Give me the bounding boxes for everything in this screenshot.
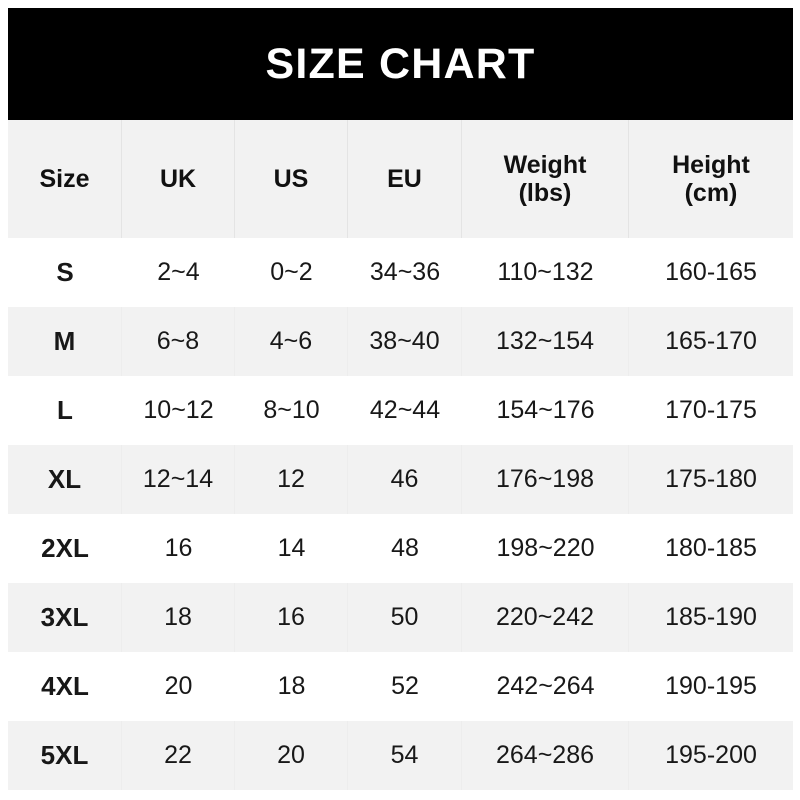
column-header-uk-label: UK: [159, 164, 197, 193]
column-header-height: Height (cm): [629, 120, 793, 238]
cell-us: 0~2: [270, 258, 313, 287]
table-row: L 10~12 8~10 42~44 154~176 170-175: [8, 376, 793, 445]
cell-eu: 34~36: [369, 258, 441, 287]
title-banner: SIZE CHART: [8, 8, 793, 120]
cell-height: 185-190: [665, 603, 757, 632]
column-header-weight-label: Weight: [503, 150, 587, 179]
cell-height: 195-200: [665, 741, 757, 770]
table-header-row: Size UK US EU Weight (lbs) Height (cm): [8, 120, 793, 238]
cell-us: 18: [277, 672, 306, 701]
cell-weight: 110~132: [497, 258, 594, 287]
cell-weight: 198~220: [496, 534, 595, 563]
cell-us: 16: [235, 583, 348, 652]
cell-us: 14: [277, 534, 306, 563]
table-row: 4XL 20 18 52 242~264 190-195: [8, 652, 793, 721]
cell-size: XL: [8, 445, 122, 514]
cell-eu: 54: [348, 721, 462, 790]
cell-eu: 38~40: [348, 307, 462, 376]
cell-weight: 264~286: [462, 721, 629, 790]
cell-height: 175-180: [665, 465, 757, 494]
table-row: M 6~8 4~6 38~40 132~154 165-170: [8, 307, 793, 376]
cell-size: 4XL: [41, 670, 89, 701]
cell-uk: 10~12: [143, 396, 214, 425]
cell-eu: 50: [348, 583, 462, 652]
cell-height: 170-175: [665, 396, 757, 425]
cell-size: 2XL: [41, 532, 89, 563]
cell-us: 20: [235, 721, 348, 790]
cell-height: 180-185: [665, 534, 757, 563]
column-header-weight: Weight (lbs): [462, 120, 629, 238]
cell-weight: 154~176: [496, 396, 595, 425]
size-chart-table: Size UK US EU Weight (lbs) Height (cm) S…: [8, 120, 793, 790]
cell-eu: 46: [348, 445, 462, 514]
cell-height: 165-170: [665, 327, 757, 356]
cell-uk: 12~14: [122, 445, 235, 514]
cell-eu: 52: [391, 672, 419, 701]
table-row: XL 12~14 12 46 176~198 175-180: [8, 445, 793, 514]
cell-weight: 242~264: [496, 672, 595, 701]
table-row: S 2~4 0~2 34~36 110~132 160-165: [8, 238, 793, 307]
cell-eu: 48: [391, 534, 419, 563]
column-header-eu-label: EU: [387, 164, 422, 193]
cell-height: 160-165: [665, 258, 757, 287]
cell-uk: 18: [122, 583, 235, 652]
column-header-size: Size: [8, 120, 122, 238]
cell-size: 5XL: [8, 721, 122, 790]
cell-weight: 176~198: [462, 445, 629, 514]
cell-us: 12: [235, 445, 348, 514]
column-header-uk: UK: [122, 120, 235, 238]
column-header-us-label: US: [273, 164, 309, 193]
cell-uk: 16: [164, 534, 193, 563]
cell-weight: 220~242: [462, 583, 629, 652]
column-header-weight-unit: (lbs): [518, 179, 572, 207]
cell-uk: 6~8: [122, 307, 235, 376]
cell-uk: 2~4: [157, 258, 200, 287]
cell-us: 4~6: [235, 307, 348, 376]
cell-eu: 42~44: [369, 396, 441, 425]
table-row: 5XL 22 20 54 264~286 195-200: [8, 721, 793, 790]
page-title: SIZE CHART: [265, 39, 536, 88]
column-header-us: US: [235, 120, 348, 238]
table-row: 3XL 18 16 50 220~242 185-190: [8, 583, 793, 652]
cell-size: L: [57, 394, 73, 425]
cell-size: M: [8, 307, 122, 376]
cell-size: S: [56, 256, 74, 287]
column-header-height-unit: (cm): [684, 179, 738, 207]
column-header-height-label: Height: [672, 150, 750, 179]
cell-size: 3XL: [8, 583, 122, 652]
cell-uk: 20: [164, 672, 193, 701]
cell-uk: 22: [122, 721, 235, 790]
column-header-eu: EU: [348, 120, 462, 238]
cell-height: 190-195: [665, 672, 757, 701]
column-header-size-label: Size: [39, 164, 90, 193]
table-row: 2XL 16 14 48 198~220 180-185: [8, 514, 793, 583]
cell-weight: 132~154: [462, 307, 629, 376]
cell-us: 8~10: [263, 396, 320, 425]
